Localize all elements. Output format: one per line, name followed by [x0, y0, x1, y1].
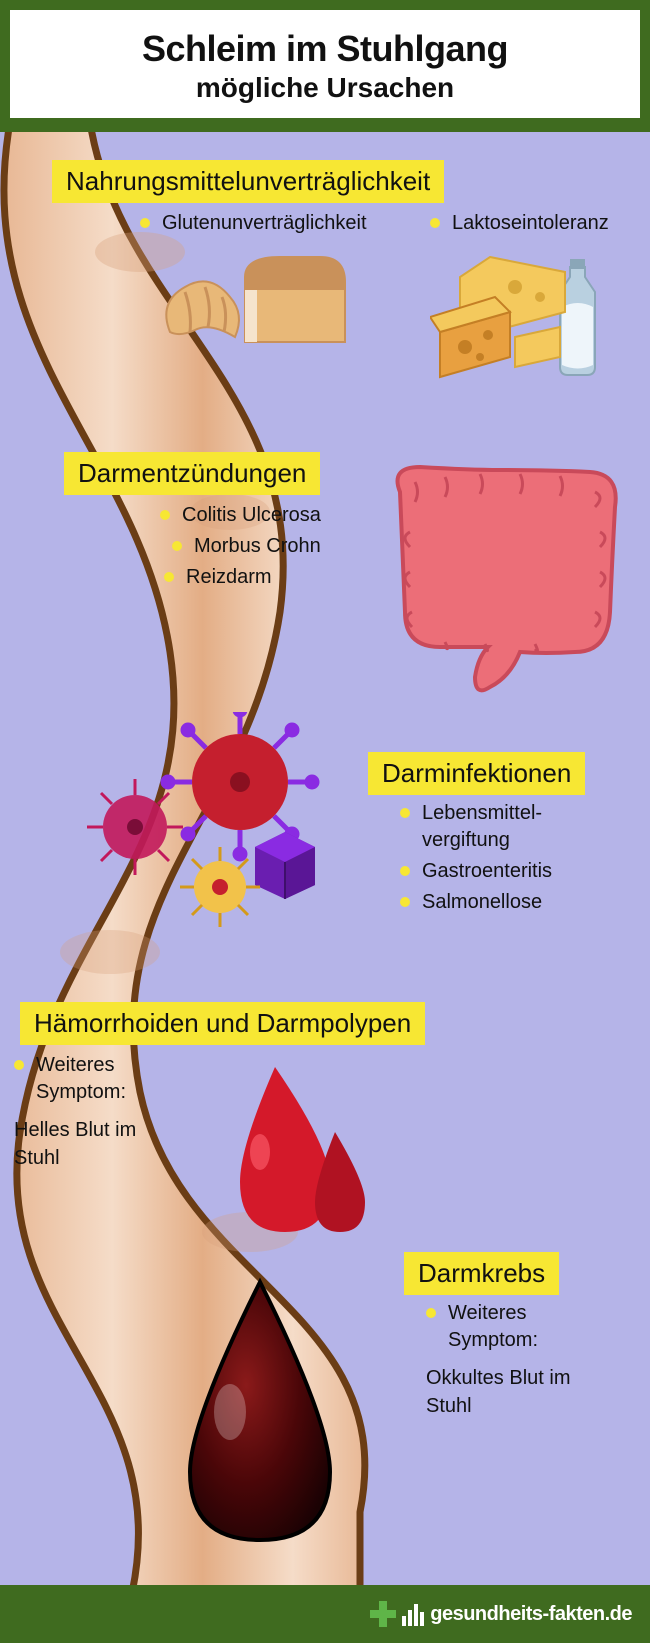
bullet-item: Morbus Crohn [172, 533, 321, 560]
header-panel: Schleim im Stuhlgang mögliche Ursachen [0, 0, 650, 132]
symptom-text: Okkultes Blut im Stuhl [426, 1364, 596, 1420]
bullet-item: Glutenunverträglichkeit [140, 210, 367, 237]
bread-croissant-icon [150, 242, 350, 382]
symptom-text: Helles Blut im Stuhl [14, 1116, 174, 1172]
page-subtitle: mögliche Ursachen [20, 72, 630, 104]
cheese-milk-icon [430, 237, 620, 387]
virus-bacteria-icon [70, 712, 370, 952]
dark-blood-drop-icon [150, 1272, 370, 1552]
bullets-gluten: Glutenunverträglichkeit [140, 210, 367, 241]
bullet-item: Weiteres Symptom: [426, 1300, 596, 1354]
infographic-canvas: Nahrungsmittelunverträglichkeit Glutenun… [0, 132, 650, 1592]
bright-blood-drops-icon [210, 1052, 390, 1252]
bullet-item: Lebensmittel- vergiftung [400, 800, 552, 854]
bullet-item: Gastroenteritis [400, 858, 552, 885]
footer-logo: gesundheits-fakten.de [368, 1599, 632, 1629]
bullet-item: Reizdarm [164, 564, 321, 591]
bullet-item: Weiteres Symptom: [14, 1052, 174, 1106]
section-label-inflammation: Darmentzündungen [64, 452, 320, 495]
footer-bar: gesundheits-fakten.de [0, 1585, 650, 1643]
bullet-item: Salmonellose [400, 889, 552, 916]
section-label-infections: Darminfektionen [368, 752, 585, 795]
bullet-item: Laktoseintoleranz [430, 210, 609, 237]
bullets-lactose: Laktoseintoleranz [430, 210, 609, 241]
bullets-infections: Lebensmittel- vergiftung Gastroenteritis… [400, 800, 552, 920]
bullets-cancer: Weiteres Symptom: Okkultes Blut im Stuhl [426, 1300, 596, 1424]
section-label-cancer: Darmkrebs [404, 1252, 559, 1295]
section-label-hemorrhoids: Hämorrhoiden und Darmpolypen [20, 1002, 425, 1045]
bars-icon [402, 1602, 424, 1626]
bullets-inflammation: Colitis Ulcerosa Morbus Crohn Reizdarm [160, 502, 321, 595]
bullets-hemorrhoids: Weiteres Symptom: Helles Blut im Stuhl [14, 1052, 174, 1176]
colon-icon [370, 452, 630, 712]
section-label-food-intolerance: Nahrungsmittelunverträglichkeit [52, 160, 444, 203]
bullet-item: Colitis Ulcerosa [160, 502, 321, 529]
cross-icon [368, 1599, 398, 1629]
page-title: Schleim im Stuhlgang [20, 28, 630, 70]
footer-brand-text: gesundheits-fakten.de [430, 1603, 632, 1626]
